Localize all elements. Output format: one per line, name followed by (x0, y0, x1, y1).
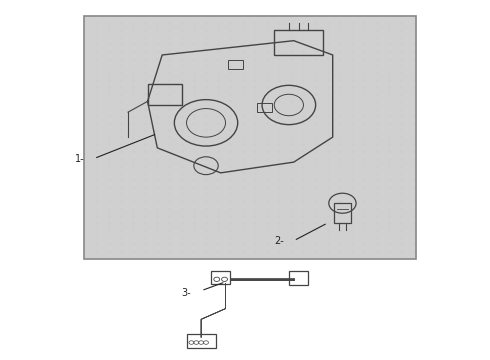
Bar (257, 103, 272, 112)
Bar (228, 60, 243, 69)
Bar (84, 16, 416, 258)
Bar (274, 30, 323, 55)
Bar (289, 271, 308, 285)
Bar (334, 203, 351, 223)
Bar (211, 271, 230, 284)
Text: 2-: 2- (274, 236, 284, 246)
Bar (147, 84, 182, 105)
Text: 1-: 1- (74, 154, 84, 163)
Text: 3-: 3- (182, 288, 192, 297)
Bar (187, 334, 216, 348)
